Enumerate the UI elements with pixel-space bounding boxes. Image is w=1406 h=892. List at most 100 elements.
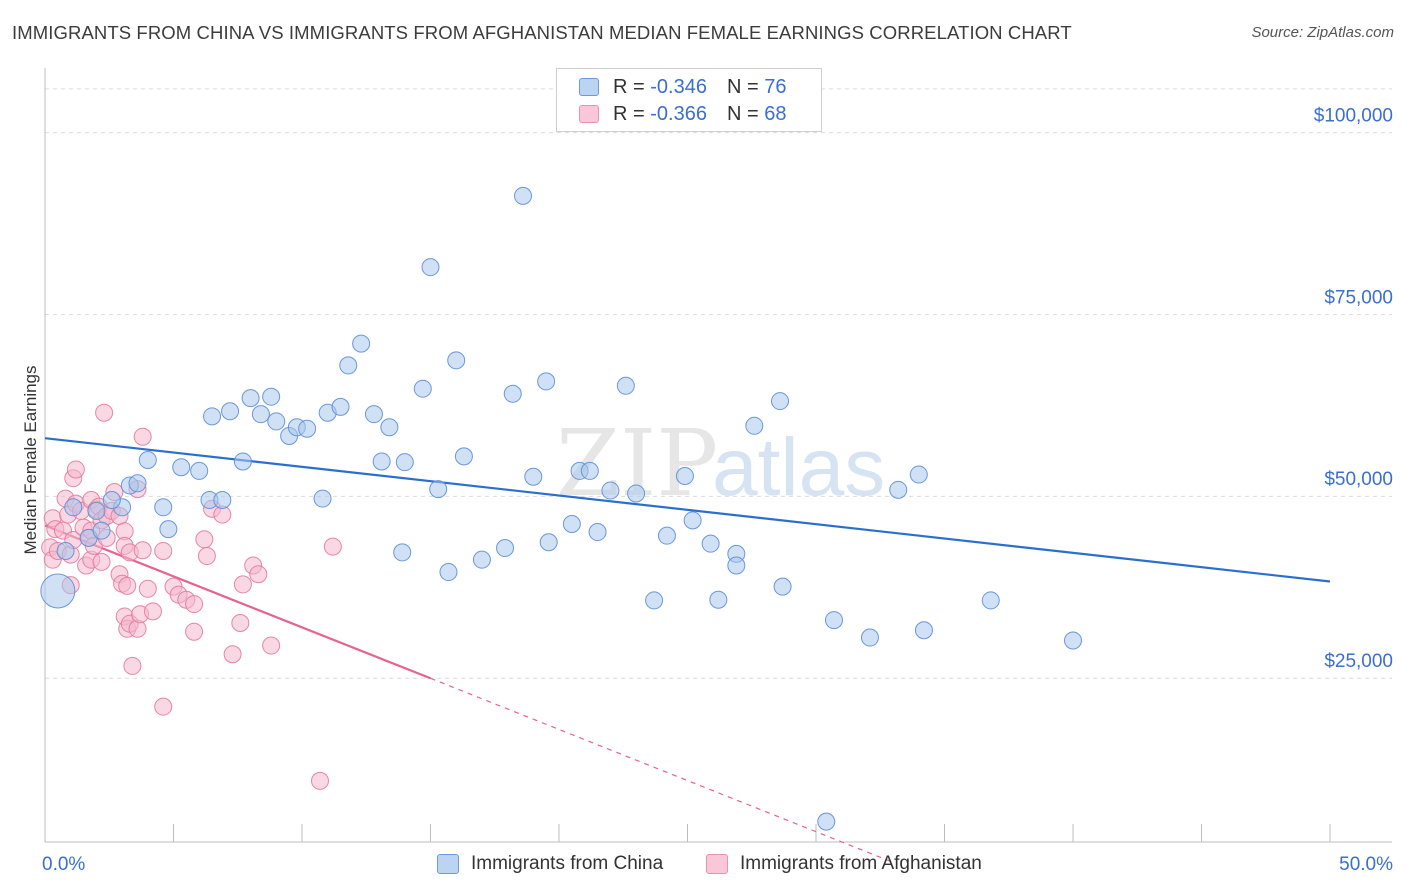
x-tick-label-min: 0.0% — [42, 854, 85, 875]
china-point — [727, 556, 746, 575]
afghanistan-point — [185, 595, 204, 614]
china-point — [159, 520, 178, 539]
legend-china-r-value: -0.346 — [650, 75, 707, 98]
china-point — [539, 533, 558, 552]
china-point — [313, 489, 332, 508]
china-point — [909, 465, 928, 484]
afghanistan-point — [133, 427, 152, 446]
afghanistan-point — [310, 771, 329, 790]
china-point — [771, 392, 790, 411]
china-point — [914, 621, 933, 640]
china-point — [562, 515, 581, 534]
china-point — [981, 591, 1000, 610]
china-point — [645, 591, 664, 610]
china-point — [537, 372, 556, 391]
china-point — [773, 577, 792, 596]
afghanistan-point — [185, 622, 204, 641]
afghanistan-trend-extension — [430, 677, 894, 863]
china-point — [524, 467, 543, 486]
watermark-atlas: atlas — [712, 422, 885, 513]
afghanistan-swatch — [579, 105, 599, 123]
trend-lines — [44, 437, 1331, 863]
chart-title: IMMIGRANTS FROM CHINA VS IMMIGRANTS FROM… — [12, 22, 1072, 43]
china-point — [496, 539, 515, 558]
china-point — [824, 611, 843, 630]
china-point — [395, 453, 414, 472]
china-point — [213, 491, 232, 510]
afghanistan-point — [262, 636, 281, 655]
china-point — [92, 521, 111, 540]
china-point — [413, 379, 432, 398]
afghanistan-point — [233, 575, 252, 594]
afghanistan-point — [118, 576, 137, 595]
china-point — [364, 405, 383, 424]
china-point — [87, 501, 106, 520]
china-point — [339, 356, 358, 375]
afghanistan-point — [249, 565, 268, 584]
afghanistan-points — [41, 403, 342, 790]
legend-china-n-label: N = — [726, 75, 759, 98]
china-point — [172, 458, 191, 477]
china-point — [102, 491, 121, 510]
china-point — [138, 451, 157, 469]
china-points — [40, 186, 1082, 831]
legend-afgh-n-value: 68 — [764, 102, 787, 125]
china-point — [298, 419, 317, 438]
series-legend-afghanistan: Immigrants from Afghanistan — [706, 850, 982, 878]
china-point — [154, 498, 173, 517]
series-legend-china: Immigrants from China — [437, 850, 663, 878]
afghanistan-legend-swatch — [706, 854, 728, 874]
china-point — [627, 484, 646, 503]
afghanistan-trend-line — [44, 524, 431, 680]
china-point — [251, 405, 270, 424]
afghanistan-point — [143, 602, 162, 621]
legend-afgh-r-label: R = — [613, 102, 645, 125]
china-point — [454, 447, 473, 466]
china-swatch — [579, 78, 599, 96]
x-tick-label-max: 50.0% — [1339, 854, 1393, 875]
afghanistan-point — [323, 537, 342, 556]
china-point — [372, 452, 391, 471]
china-point — [601, 481, 620, 500]
afghanistan-point — [154, 697, 173, 716]
afghanistan-point — [195, 530, 214, 549]
afghanistan-point — [66, 460, 85, 479]
china-point — [447, 351, 466, 370]
china-point — [64, 498, 83, 517]
china-trend-line — [44, 437, 1331, 583]
legend-row-china: R = -0.346 N = 76 — [579, 75, 786, 99]
axis-labels: $25,000 $50,000 $75,000 $100,000 0.0% 50.0% Me… — [21, 105, 1393, 875]
china-point — [503, 384, 522, 403]
afghanistan-point — [223, 645, 242, 664]
china-point — [233, 452, 252, 471]
china-point — [1064, 631, 1082, 650]
china-point — [56, 541, 75, 560]
china-point — [817, 812, 836, 831]
china-point — [580, 461, 599, 480]
afghanistan-point — [138, 579, 157, 598]
china-point — [352, 334, 371, 353]
afghanistan-legend-label: Immigrants from Afghanistan — [740, 853, 982, 874]
china-point — [331, 397, 350, 416]
china-point — [472, 550, 491, 569]
china-point — [393, 543, 412, 562]
afghanistan-point — [154, 541, 173, 560]
china-point — [701, 534, 720, 553]
china-point — [380, 418, 399, 437]
axes — [44, 68, 1392, 843]
y-tick-label: $50,000 — [1324, 469, 1393, 490]
china-point — [860, 628, 879, 647]
china-point — [203, 407, 222, 426]
afghanistan-point — [231, 613, 250, 632]
afghanistan-point — [133, 541, 152, 560]
china-point — [514, 186, 533, 205]
y-tick-label: $25,000 — [1324, 651, 1393, 672]
china-point — [745, 416, 764, 435]
afghanistan-point — [197, 547, 216, 566]
china-point — [262, 387, 281, 406]
source-credit: Source: ZipAtlas.com — [1251, 24, 1394, 41]
afghanistan-point — [123, 656, 142, 675]
china-point — [675, 467, 694, 486]
china-point — [221, 402, 240, 421]
